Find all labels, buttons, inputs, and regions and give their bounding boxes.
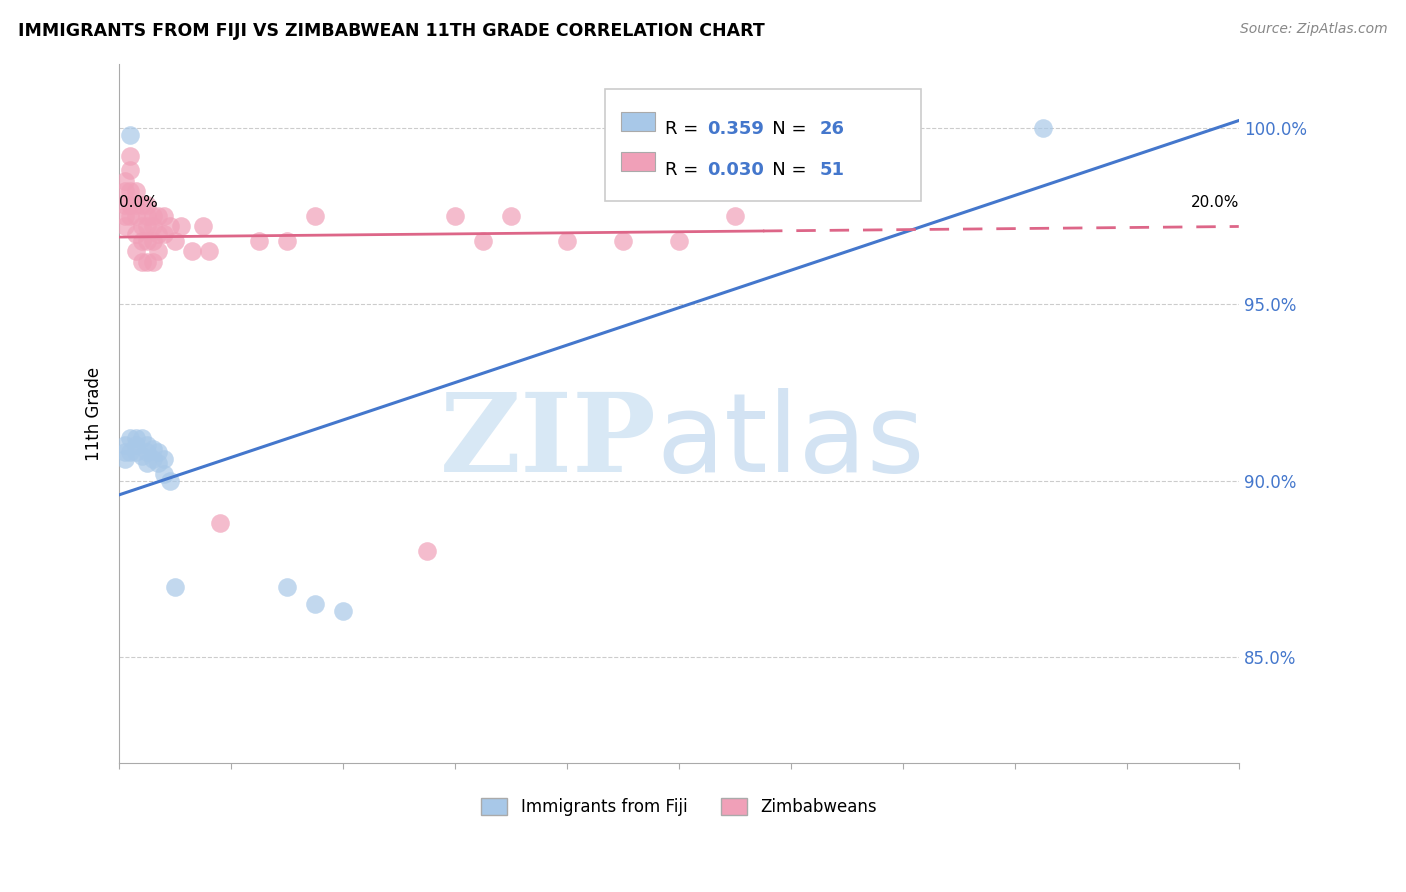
Point [153, 467, 176, 481]
Point [159, 219, 181, 234]
Point [114, 198, 136, 212]
Point [142, 234, 165, 248]
Point [136, 209, 159, 223]
Point [120, 445, 142, 459]
Point [668, 234, 690, 248]
Point [120, 184, 142, 198]
Point [142, 442, 165, 456]
Point [114, 209, 136, 223]
Point [247, 234, 270, 248]
Point [170, 219, 193, 234]
Point [153, 209, 176, 223]
Point [148, 209, 170, 223]
Point [555, 234, 578, 248]
Point [125, 198, 148, 212]
Point [125, 227, 148, 241]
Point [332, 604, 354, 618]
Point [142, 209, 165, 223]
Point [114, 219, 136, 234]
Point [165, 234, 187, 248]
Point [444, 209, 467, 223]
Text: N =: N = [755, 161, 813, 178]
Point [153, 452, 176, 467]
Point [1032, 120, 1054, 135]
Text: 51: 51 [820, 161, 845, 178]
Point [165, 580, 187, 594]
Point [131, 431, 153, 445]
Point [181, 244, 204, 259]
Text: Source: ZipAtlas.com: Source: ZipAtlas.com [1240, 22, 1388, 37]
Point [120, 209, 142, 223]
Point [136, 198, 159, 212]
Point [114, 452, 136, 467]
Point [114, 184, 136, 198]
Point [131, 449, 153, 463]
Text: 0.0%: 0.0% [120, 195, 157, 211]
Text: 20.0%: 20.0% [1191, 195, 1239, 211]
Point [120, 198, 142, 212]
Y-axis label: 11th Grade: 11th Grade [86, 367, 103, 460]
Text: R =: R = [665, 120, 704, 138]
Point [304, 597, 326, 611]
Text: atlas: atlas [657, 388, 925, 495]
Point [136, 234, 159, 248]
Text: 26: 26 [820, 120, 845, 138]
Point [125, 438, 148, 452]
Point [148, 456, 170, 470]
Point [612, 234, 634, 248]
Point [142, 452, 165, 467]
Point [136, 219, 159, 234]
Point [125, 445, 148, 459]
Text: 0.030: 0.030 [707, 161, 763, 178]
Point [304, 209, 326, 223]
Point [131, 234, 153, 248]
Point [193, 219, 215, 234]
Legend: Immigrants from Fiji, Zimbabweans: Immigrants from Fiji, Zimbabweans [472, 790, 886, 825]
Point [136, 438, 159, 452]
Point [136, 445, 159, 459]
Point [114, 445, 136, 459]
Point [125, 244, 148, 259]
Point [120, 149, 142, 163]
Point [125, 431, 148, 445]
Point [416, 544, 439, 558]
Point [125, 209, 148, 223]
Point [136, 456, 159, 470]
Point [120, 163, 142, 178]
Point [114, 173, 136, 187]
Point [148, 244, 170, 259]
Point [142, 219, 165, 234]
Point [142, 254, 165, 268]
Point [148, 227, 170, 241]
Text: 0.359: 0.359 [707, 120, 763, 138]
Point [131, 198, 153, 212]
Text: IMMIGRANTS FROM FIJI VS ZIMBABWEAN 11TH GRADE CORRELATION CHART: IMMIGRANTS FROM FIJI VS ZIMBABWEAN 11TH … [18, 22, 765, 40]
Point [724, 209, 747, 223]
Point [120, 128, 142, 142]
Point [120, 431, 142, 445]
Point [131, 219, 153, 234]
Text: R =: R = [665, 161, 704, 178]
Point [198, 244, 221, 259]
Point [136, 254, 159, 268]
Point [153, 227, 176, 241]
Point [276, 234, 298, 248]
Point [131, 254, 153, 268]
Point [114, 438, 136, 452]
Point [208, 516, 231, 530]
Point [159, 474, 181, 488]
Point [276, 580, 298, 594]
Text: ZIP: ZIP [440, 388, 657, 495]
Point [125, 184, 148, 198]
Point [501, 209, 523, 223]
Point [472, 234, 495, 248]
Point [148, 445, 170, 459]
Text: N =: N = [755, 120, 813, 138]
